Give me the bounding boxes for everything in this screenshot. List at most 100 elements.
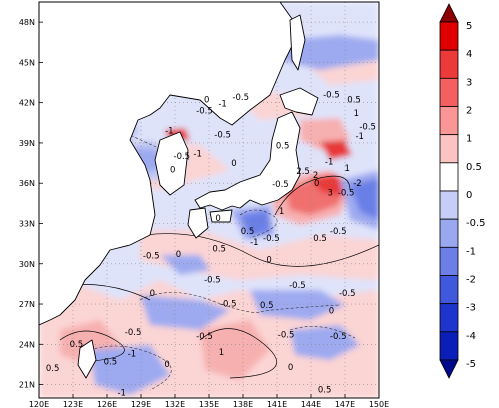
contour-label: 1: [279, 207, 284, 217]
contour-label: 1: [345, 164, 350, 174]
colorbar-label: -5: [466, 359, 476, 370]
colorbar-segment: [439, 190, 459, 220]
landmass: [209, 209, 233, 223]
landmass: [289, 14, 306, 71]
contour-label: 0: [231, 159, 236, 169]
landmass: [39, 2, 301, 326]
colorbar-label: 3: [466, 77, 472, 88]
contour-label: -0.5: [323, 90, 340, 100]
colorbar-label: 2: [466, 106, 472, 117]
colorbar-segment: [439, 246, 459, 276]
contour-label: -1: [165, 127, 173, 137]
lat-tick-label: 33N: [19, 219, 35, 228]
lon-tick-label: 144E: [301, 400, 321, 408]
contour-label: 2.5: [296, 167, 310, 177]
anomaly-region: [90, 345, 170, 395]
landmass: [194, 111, 301, 211]
contour-label: -1: [193, 149, 201, 159]
lon-tick-label: 150E: [369, 400, 389, 408]
contour-label: 0: [164, 360, 169, 370]
contour-label: -0.5: [289, 281, 306, 291]
contour-label: 0: [170, 165, 175, 175]
anomaly-region: [350, 178, 379, 220]
colorbar-segment: [439, 77, 459, 107]
contour-label: 0.5: [104, 357, 118, 367]
contour-label: 0.5: [70, 340, 84, 350]
contour-label: -0.5: [263, 234, 280, 244]
latitude-axis: 48N 45N 42N 39N 36N 33N 30N 27N 24N 21N: [19, 18, 43, 390]
contour-label: 0.5: [313, 234, 327, 244]
contour-label: -0.5: [272, 180, 289, 190]
contour-label: -2: [353, 179, 361, 189]
anomaly-region: [240, 210, 270, 236]
contour-label: 0: [288, 363, 293, 373]
lat-tick-label: 27N: [19, 300, 35, 309]
colorbar-segment: [439, 331, 459, 361]
colorbar-label: 0.5: [466, 162, 482, 173]
lon-tick-label: 126E: [97, 400, 117, 408]
contour-label: 0: [314, 179, 319, 189]
contour-label: -0.5: [338, 188, 355, 198]
colorbar: 5 4 3 2 1 0.5 0 -0.5 -1 -2 -3 -4 -5: [439, 3, 486, 379]
anomaly-region: [290, 325, 360, 360]
colorbar-bottom-extension: [439, 359, 459, 379]
negative-contour: [289, 326, 356, 339]
colorbar-label: 1: [466, 134, 472, 145]
contour-label: -1: [218, 100, 226, 110]
landmass: [187, 207, 209, 239]
contour-label: 0.5: [46, 364, 60, 374]
contour-label: -1: [250, 238, 258, 248]
colorbar-label: -0.5: [466, 218, 486, 229]
contour-label: 0.5: [260, 301, 274, 311]
colorbar-segment: [439, 21, 459, 51]
contour-label: -0.5: [196, 106, 213, 116]
anomaly-region: [310, 174, 350, 196]
contour-label: 2: [313, 171, 318, 181]
contour-label: 0: [329, 306, 334, 316]
positive-contour: [59, 330, 125, 363]
contour-label: 0.5: [212, 245, 226, 255]
contour-label: -0.5: [330, 227, 347, 237]
colorbar-label: -1: [466, 246, 476, 257]
positive-contour: [199, 328, 277, 379]
colorbar-segment: [439, 49, 459, 79]
colorbar-segment: [439, 275, 459, 305]
negative-contour: [239, 209, 278, 239]
negative-contour: [139, 292, 341, 313]
anomaly-region: [280, 35, 379, 70]
colorbar-label: -2: [466, 275, 476, 286]
contour-label: -0.5: [220, 300, 237, 310]
colorbar-label: 4: [466, 49, 472, 60]
colorbar-segment: [439, 218, 459, 248]
contour-label: -0.5: [232, 93, 249, 103]
anomaly-region: [320, 140, 352, 160]
colorbar-segment: [439, 134, 459, 164]
lat-tick-label: 39N: [19, 139, 35, 148]
lat-tick-label: 45N: [19, 58, 35, 67]
contour-label: -0.5: [330, 332, 347, 342]
longitude-axis: 120E 123E 126E 129E 132E 135E 138E 141E 144E 147E…: [29, 394, 389, 408]
contour-label: 1: [354, 109, 359, 119]
contour-label: -1: [117, 388, 125, 398]
lat-tick-label: 42N: [19, 99, 35, 108]
colorbar-label: -4: [466, 331, 476, 342]
contour-label: -0.5: [125, 328, 142, 338]
contour-label: -0.5: [196, 332, 213, 342]
lat-tick-label: 21N: [19, 381, 35, 390]
contour-label: -1: [355, 132, 363, 142]
lon-tick-label: 141E: [267, 400, 287, 408]
lon-tick-label: 132E: [165, 400, 185, 408]
positive-contour: [144, 233, 379, 267]
contour-label: 1: [219, 348, 224, 358]
colorbar-label: 0: [466, 190, 472, 201]
lon-tick-label: 129E: [131, 400, 151, 408]
lat-tick-label: 24N: [19, 340, 35, 349]
lon-tick-label: 135E: [199, 400, 219, 408]
contour-label: 0: [266, 255, 271, 265]
lon-tick-label: 138E: [233, 400, 253, 408]
contour-label: -0.5: [214, 131, 231, 141]
lon-tick-label: 123E: [63, 400, 83, 408]
contour-label: 0.5: [241, 227, 255, 237]
contour-label: -0.5: [174, 152, 191, 162]
contour-label: -0.5: [339, 289, 356, 299]
